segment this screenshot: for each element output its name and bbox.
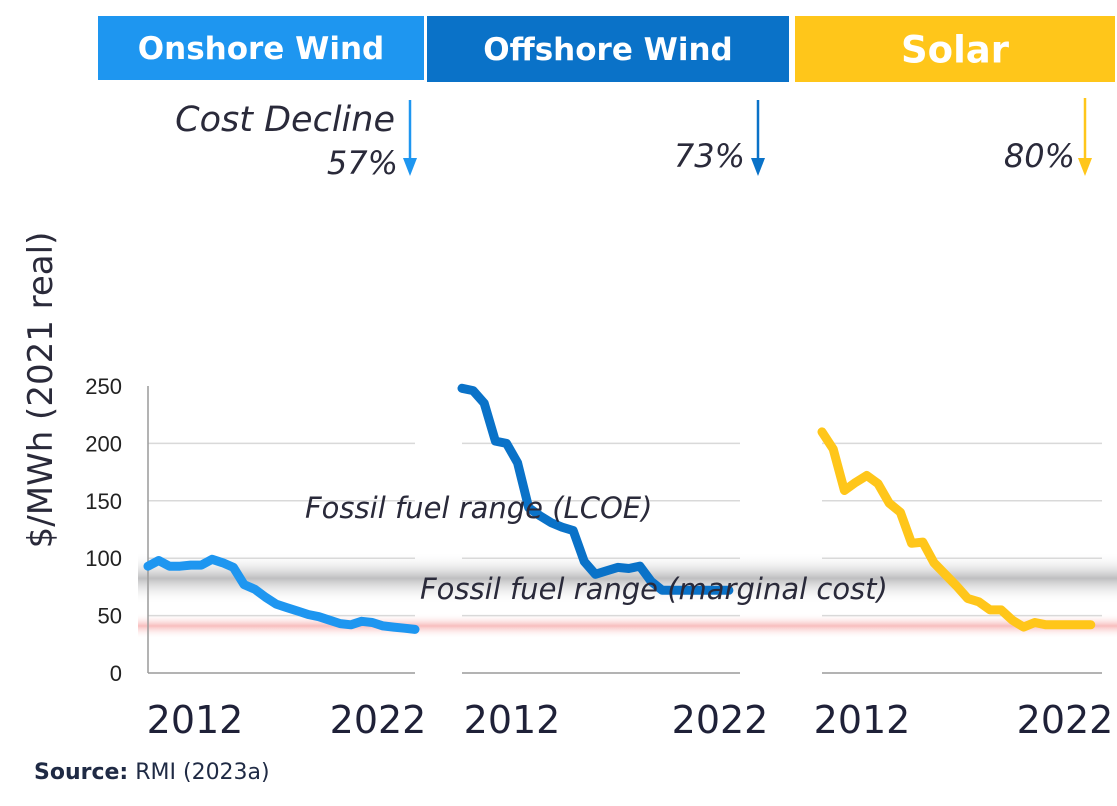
source-note: Source: RMI (2023a) bbox=[34, 760, 270, 785]
y-tick-label: 250 bbox=[85, 374, 122, 399]
panel-header-2 bbox=[795, 16, 1115, 82]
gridlines bbox=[148, 442, 1102, 617]
y-tick-label: 200 bbox=[85, 431, 122, 456]
x-tick-label: 2012 bbox=[814, 698, 911, 742]
panel-title: Offshore Wind bbox=[483, 32, 732, 68]
series-line-0 bbox=[143, 554, 420, 634]
panel-headers: Onshore Wind Offshore Wind Solar bbox=[98, 16, 1115, 82]
cost-decline-label: Cost Decline bbox=[175, 100, 395, 140]
x-tick-label: 2022 bbox=[330, 698, 427, 742]
panel-header-1 bbox=[427, 16, 789, 82]
y-tick-label: 150 bbox=[85, 489, 122, 514]
band-label-marginal: Fossil fuel range (marginal cost) bbox=[420, 572, 888, 606]
y-tick-label: 0 bbox=[110, 661, 122, 686]
y-tick-label: 50 bbox=[98, 604, 122, 629]
series-line-1 bbox=[457, 383, 734, 595]
y-axis-title: $/MWh (2021 real) bbox=[21, 232, 61, 549]
chart-labels: 2012 2022 57% Cost Decline 2012 2022 73% 2012 20… bbox=[147, 98, 1114, 742]
panel-title: Solar bbox=[901, 28, 1010, 71]
source-label: Source: bbox=[34, 760, 129, 785]
x-tick-label: 2012 bbox=[147, 698, 244, 742]
source-text: RMI (2023a) bbox=[135, 760, 270, 785]
axes: 0 50 100 150 200 250 $/MWh (2021 real) bbox=[21, 232, 1102, 686]
decline-percent: 80% bbox=[1004, 137, 1075, 175]
decline-arrow-head bbox=[1078, 158, 1092, 176]
decline-arrow-head bbox=[403, 158, 417, 176]
decline-percent: 73% bbox=[674, 137, 745, 175]
band-label-lcoe: Fossil fuel range (LCOE) bbox=[305, 491, 652, 525]
x-tick-label: 2012 bbox=[464, 698, 561, 742]
x-tick-label: 2022 bbox=[1017, 698, 1114, 742]
decline-arrow-head bbox=[751, 158, 765, 176]
series-line-2 bbox=[817, 427, 1096, 632]
fossil-band-marginal bbox=[138, 613, 1117, 639]
panel-header-0 bbox=[98, 16, 424, 80]
series-lines bbox=[143, 383, 1096, 634]
decline-percent: 57% bbox=[327, 144, 398, 182]
panel-title: Onshore Wind bbox=[138, 31, 384, 67]
x-tick-label: 2022 bbox=[672, 698, 769, 742]
y-tick-label: 100 bbox=[85, 546, 122, 571]
